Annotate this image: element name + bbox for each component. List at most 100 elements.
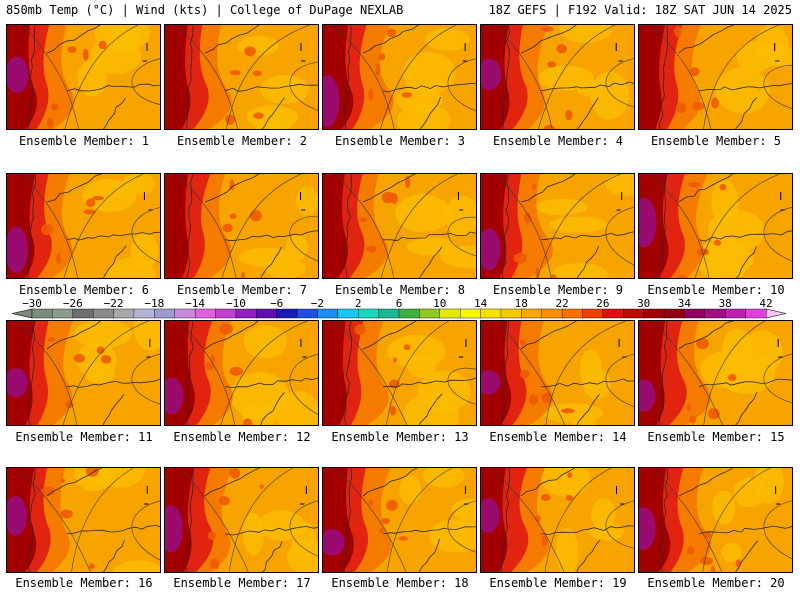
ensemble-map-panel [322, 24, 477, 130]
colorbar-tick-label: 22 [555, 297, 568, 310]
colorbar-segment [419, 308, 441, 319]
temperature-field-map [323, 468, 476, 572]
colorbar-segment [623, 308, 645, 319]
colorbar-tick-label: 2 [355, 297, 362, 310]
colorbar-segment [643, 308, 665, 319]
ensemble-map-panel [322, 173, 477, 279]
colorbar-segment [561, 308, 583, 319]
colorbar-tick-label: 6 [396, 297, 403, 310]
temperature-field-map [7, 25, 160, 129]
temperature-field-map [481, 468, 634, 572]
temperature-field-map [639, 25, 792, 129]
temperature-field-map [639, 468, 792, 572]
ensemble-member-label: Ensemble Member: 15 [647, 430, 785, 444]
ensemble-member-label: Ensemble Member: 8 [334, 283, 466, 297]
colorbar-segment [235, 308, 257, 319]
ensemble-map-panel [480, 173, 635, 279]
temperature-field-map [323, 321, 476, 425]
colorbar-segment [215, 308, 237, 319]
ensemble-member-label: Ensemble Member: 18 [331, 576, 469, 590]
ensemble-member-label: Ensemble Member: 9 [492, 283, 624, 297]
colorbar-segment [174, 308, 196, 319]
ensemble-member-label: Ensemble Member: 11 [15, 430, 153, 444]
colorbar-tick-label: 30 [637, 297, 650, 310]
temperature-field-map [165, 25, 318, 129]
ensemble-map-panel [164, 24, 319, 130]
ensemble-member-label: Ensemble Member: 2 [176, 134, 308, 148]
temperature-field-map [639, 321, 792, 425]
colorbar-segment [663, 308, 685, 319]
ensemble-map-panel [6, 24, 161, 130]
colorbar-segment [582, 308, 604, 319]
colorbar-segment [296, 308, 318, 319]
temperature-field-map [165, 468, 318, 572]
ensemble-map-panel [322, 467, 477, 573]
temperature-field-map [481, 25, 634, 129]
colorbar-segment [337, 308, 359, 319]
ensemble-map-panel [480, 320, 635, 426]
ensemble-map-panel [480, 24, 635, 130]
colorbar-tick-label: −30 [22, 297, 42, 310]
ensemble-map-panel [638, 320, 793, 426]
ensemble-member-label: Ensemble Member: 12 [173, 430, 311, 444]
ensemble-member-label: Ensemble Member: 3 [334, 134, 466, 148]
temperature-field-map [481, 321, 634, 425]
colorbar-segment [276, 308, 298, 319]
colorbar-segment [684, 308, 706, 319]
colorbar-segment [31, 308, 53, 319]
ensemble-map-panel [164, 173, 319, 279]
temperature-field-map [7, 468, 160, 572]
ensemble-member-label: Ensemble Member: 16 [15, 576, 153, 590]
colorbar-segment [521, 308, 543, 319]
colorbar-segment [378, 308, 400, 319]
temperature-field-map [7, 321, 160, 425]
temperature-field-map [165, 174, 318, 278]
temperature-field-map [165, 321, 318, 425]
ensemble-member-label: Ensemble Member: 4 [492, 134, 624, 148]
ensemble-member-label: Ensemble Member: 7 [176, 283, 308, 297]
colorbar-segment [358, 308, 380, 319]
ensemble-member-label: Ensemble Member: 10 [647, 283, 785, 297]
colorbar-tick-label: 18 [515, 297, 528, 310]
colorbar-segment [459, 308, 482, 319]
ensemble-map-panel [164, 320, 319, 426]
run-valid-time: 18Z GEFS | F192 Valid: 18Z SAT JUN 14 20… [488, 3, 792, 17]
ensemble-member-label: Ensemble Member: 6 [18, 283, 150, 297]
colorbar-segment [154, 308, 176, 319]
colorbar-segment [92, 308, 115, 319]
colorbar-segment [602, 308, 624, 319]
ensemble-member-label: Ensemble Member: 20 [647, 576, 785, 590]
colorbar-segment [72, 308, 94, 319]
ensemble-map-panel [480, 467, 635, 573]
ensemble-map-panel [6, 467, 161, 573]
colorbar-segment [500, 308, 522, 319]
colorbar-segment [480, 308, 502, 319]
colorbar-tick-label: −22 [104, 297, 124, 310]
colorbar-high-arrow [765, 308, 787, 319]
ensemble-member-label: Ensemble Member: 19 [489, 576, 627, 590]
colorbar-tick-label: −10 [226, 297, 246, 310]
temperature-colorbar: −30 −26 −22 −18 −14 −10 −6 −2 2 6 10 14 18 22 26 30 34 38… [11, 297, 787, 319]
colorbar-segment [52, 308, 74, 319]
ensemble-member-label: Ensemble Member: 17 [173, 576, 311, 590]
ensemble-map-panel [6, 173, 161, 279]
colorbar-tick-label: −2 [311, 297, 324, 310]
ensemble-member-label: Ensemble Member: 1 [18, 134, 150, 148]
temperature-field-map [323, 25, 476, 129]
colorbar-segment [541, 308, 563, 319]
colorbar-segment [133, 308, 155, 319]
colorbar-segment [725, 308, 747, 319]
colorbar-tick-label: 14 [474, 297, 488, 310]
ensemble-map-panel [638, 24, 793, 130]
ensemble-member-label: Ensemble Member: 14 [489, 430, 627, 444]
colorbar-tick-label: 10 [433, 297, 446, 310]
temperature-field-map [639, 174, 792, 278]
temperature-field-map [7, 174, 160, 278]
colorbar-tick-label: −26 [63, 297, 83, 310]
colorbar-tick-label: −14 [185, 297, 205, 310]
ensemble-map-panel [638, 173, 793, 279]
ensemble-map-panel [164, 467, 319, 573]
map-title: 850mb Temp (°C) | Wind (kts) | College o… [6, 3, 404, 17]
colorbar-tick-label: 26 [596, 297, 609, 310]
colorbar-segment [439, 308, 461, 319]
